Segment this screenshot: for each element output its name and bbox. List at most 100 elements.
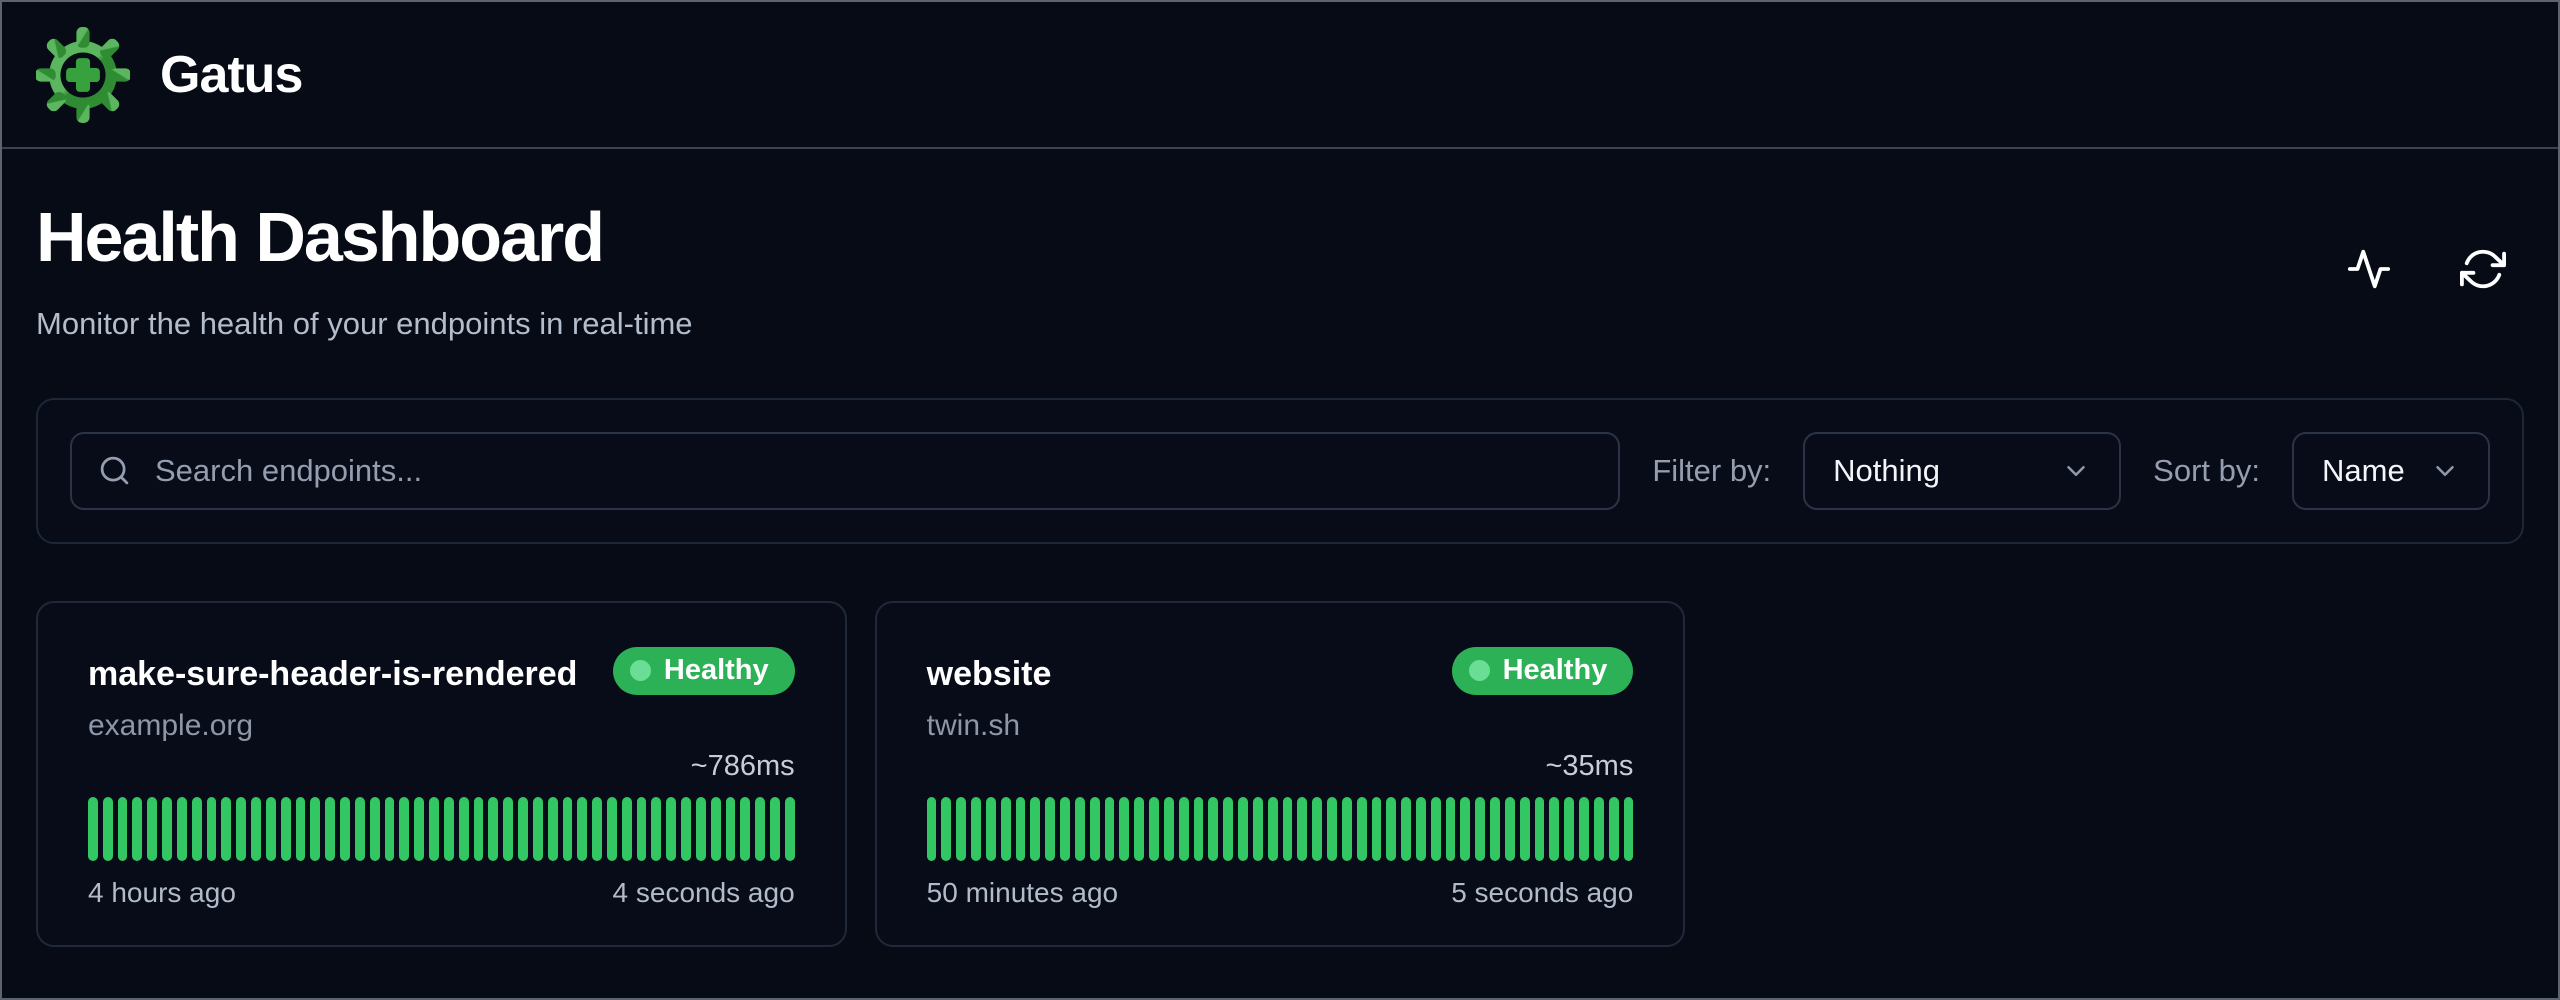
health-check-bar[interactable] <box>1238 796 1248 861</box>
health-check-bar[interactable] <box>532 796 543 861</box>
health-check-bar[interactable] <box>1000 796 1011 861</box>
health-check-bar[interactable] <box>280 796 291 861</box>
health-check-bar[interactable] <box>1312 796 1323 861</box>
health-check-bar[interactable] <box>1252 796 1263 861</box>
health-check-bar[interactable] <box>725 796 736 861</box>
health-check-bar[interactable] <box>1134 796 1145 861</box>
endpoint-card[interactable]: website twin.sh Healthy ~35ms 50 minutes… <box>874 600 1686 947</box>
health-check-bar[interactable] <box>1564 796 1575 861</box>
health-check-bar[interactable] <box>1223 796 1234 861</box>
health-check-bar[interactable] <box>162 796 172 861</box>
health-check-bar[interactable] <box>236 796 247 861</box>
health-check-bar[interactable] <box>221 796 232 861</box>
health-check-bar[interactable] <box>1490 796 1500 861</box>
health-check-bar[interactable] <box>666 796 677 861</box>
health-check-bar[interactable] <box>325 796 336 861</box>
health-check-bar[interactable] <box>1060 796 1070 861</box>
filter-select[interactable]: Nothing <box>1803 431 2122 510</box>
health-check-bar[interactable] <box>547 796 558 861</box>
health-check-bar[interactable] <box>1074 796 1085 861</box>
health-check-bar[interactable] <box>681 796 691 861</box>
health-check-bar[interactable] <box>941 796 952 861</box>
health-check-bar[interactable] <box>340 796 350 861</box>
health-check-bar[interactable] <box>1415 796 1426 861</box>
search-input[interactable] <box>155 452 1593 489</box>
health-check-bar[interactable] <box>971 796 981 861</box>
health-check-bar[interactable] <box>1282 796 1293 861</box>
health-check-bar[interactable] <box>488 796 499 861</box>
sort-select[interactable]: Name <box>2292 431 2490 510</box>
health-check-bar[interactable] <box>1163 796 1174 861</box>
health-check-bar[interactable] <box>606 796 617 861</box>
health-check-bar[interactable] <box>1430 796 1441 861</box>
health-check-bar[interactable] <box>518 796 528 861</box>
health-check-bar[interactable] <box>1445 796 1456 861</box>
health-check-bar[interactable] <box>1504 796 1515 861</box>
health-check-bar[interactable] <box>206 796 217 861</box>
health-check-bar[interactable] <box>295 796 306 861</box>
health-check-bar[interactable] <box>956 796 967 861</box>
health-check-bar[interactable] <box>176 796 187 861</box>
health-check-bar[interactable] <box>1267 796 1278 861</box>
health-check-bar[interactable] <box>770 796 780 861</box>
health-check-bar[interactable] <box>636 796 647 861</box>
health-check-bar[interactable] <box>562 796 573 861</box>
health-check-bar[interactable] <box>1178 796 1189 861</box>
health-check-bar[interactable] <box>1519 796 1530 861</box>
health-check-bar[interactable] <box>458 796 469 861</box>
health-check-bar[interactable] <box>384 796 395 861</box>
health-check-bar[interactable] <box>1015 796 1026 861</box>
health-check-bar[interactable] <box>1371 796 1382 861</box>
health-check-bar[interactable] <box>354 796 365 861</box>
health-check-bar[interactable] <box>1030 796 1041 861</box>
health-check-bar[interactable] <box>251 796 261 861</box>
health-check-bar[interactable] <box>1534 796 1545 861</box>
health-check-bar[interactable] <box>710 796 721 861</box>
health-check-bar[interactable] <box>102 796 113 861</box>
health-check-bar[interactable] <box>1549 796 1560 861</box>
health-check-bar[interactable] <box>503 796 514 861</box>
health-check-bar[interactable] <box>369 796 380 861</box>
health-check-bar[interactable] <box>1104 796 1115 861</box>
gear-plus-icon[interactable] <box>36 25 130 125</box>
health-check-bar[interactable] <box>1623 796 1634 861</box>
health-check-bar[interactable] <box>651 796 662 861</box>
health-check-bar[interactable] <box>1341 796 1352 861</box>
health-check-bar[interactable] <box>695 796 706 861</box>
health-check-bar[interactable] <box>1579 796 1589 861</box>
health-check-bar[interactable] <box>147 796 158 861</box>
health-check-bar[interactable] <box>117 796 128 861</box>
health-check-bar[interactable] <box>1593 796 1604 861</box>
health-check-bar[interactable] <box>1193 796 1204 861</box>
health-check-bar[interactable] <box>926 796 937 861</box>
health-check-bar[interactable] <box>265 796 276 861</box>
health-check-bar[interactable] <box>473 796 484 861</box>
health-check-bar[interactable] <box>1401 796 1411 861</box>
endpoint-card[interactable]: make-sure-header-is-rendered example.org… <box>36 600 847 947</box>
health-check-bar[interactable] <box>1386 796 1397 861</box>
health-check-bar[interactable] <box>414 796 425 861</box>
health-check-bar[interactable] <box>1149 796 1159 861</box>
health-check-bar[interactable] <box>577 796 588 861</box>
health-check-bar[interactable] <box>1119 796 1130 861</box>
health-check-bar[interactable] <box>1327 796 1337 861</box>
health-check-bar[interactable] <box>132 796 143 861</box>
health-check-bar[interactable] <box>985 796 996 861</box>
health-check-bar[interactable] <box>429 796 439 861</box>
refresh-icon[interactable] <box>2460 246 2506 292</box>
health-check-bar[interactable] <box>1608 796 1619 861</box>
health-check-bar[interactable] <box>784 796 795 861</box>
health-check-bar[interactable] <box>621 796 632 861</box>
health-check-bar[interactable] <box>310 796 321 861</box>
health-check-bar[interactable] <box>1045 796 1056 861</box>
health-check-bar[interactable] <box>1089 796 1100 861</box>
health-check-bar[interactable] <box>1208 796 1219 861</box>
search-box[interactable] <box>70 431 1621 510</box>
health-check-bar[interactable] <box>443 796 454 861</box>
health-check-bar[interactable] <box>1475 796 1486 861</box>
health-check-bar[interactable] <box>740 796 751 861</box>
health-check-bar[interactable] <box>88 796 98 861</box>
health-check-bar[interactable] <box>399 796 410 861</box>
health-check-bar[interactable] <box>191 796 202 861</box>
health-check-bar[interactable] <box>592 796 602 861</box>
